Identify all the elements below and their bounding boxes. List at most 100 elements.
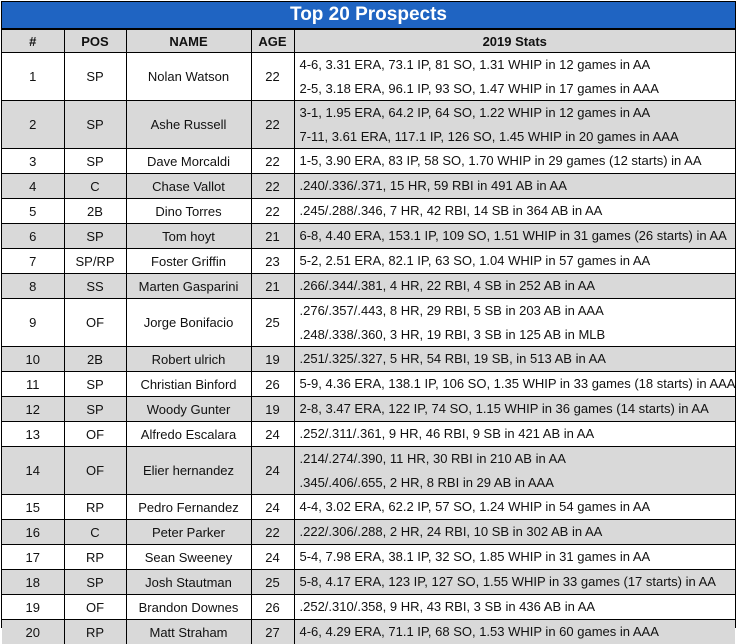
cell-stats: .251/.325/.327, 5 HR, 54 RBI, 19 SB, in … xyxy=(294,347,735,372)
cell-pos: SP xyxy=(64,224,126,249)
cell-pos: SP xyxy=(64,397,126,422)
cell-pos: SS xyxy=(64,274,126,299)
stats-line: 3-1, 1.95 ERA, 64.2 IP, 64 SO, 1.22 WHIP… xyxy=(300,101,736,125)
cell-age: 24 xyxy=(251,495,294,520)
cell-num: 16 xyxy=(2,520,64,545)
cell-age: 25 xyxy=(251,570,294,595)
stats-line: .345/.406/.655, 2 HR, 8 RBI in 29 AB in … xyxy=(300,471,736,495)
cell-num: 19 xyxy=(2,595,64,620)
cell-stats: 4-6, 4.29 ERA, 71.1 IP, 68 SO, 1.53 WHIP… xyxy=(294,620,735,644)
cell-age: 22 xyxy=(251,149,294,174)
cell-name: Dino Torres xyxy=(126,199,251,224)
cell-stats: 3-1, 1.95 ERA, 64.2 IP, 64 SO, 1.22 WHIP… xyxy=(294,101,735,149)
cell-age: 24 xyxy=(251,447,294,495)
cell-pos: RP xyxy=(64,495,126,520)
cell-num: 13 xyxy=(2,422,64,447)
cell-name: Jorge Bonifacio xyxy=(126,299,251,347)
cell-name: Sean Sweeney xyxy=(126,545,251,570)
cell-pos: C xyxy=(64,174,126,199)
cell-pos: OF xyxy=(64,595,126,620)
cell-age: 22 xyxy=(251,199,294,224)
cell-name: Marten Gasparini xyxy=(126,274,251,299)
cell-pos: SP xyxy=(64,570,126,595)
cell-name: Ashe Russell xyxy=(126,101,251,149)
stats-line: 2-5, 3.18 ERA, 96.1 IP, 93 SO, 1.47 WHIP… xyxy=(300,77,736,101)
stats-line: 4-6, 4.29 ERA, 71.1 IP, 68 SO, 1.53 WHIP… xyxy=(300,620,736,644)
cell-age: 27 xyxy=(251,620,294,644)
cell-age: 21 xyxy=(251,274,294,299)
cell-pos: 2B xyxy=(64,347,126,372)
stats-line: 5-9, 4.36 ERA, 138.1 IP, 106 SO, 1.35 WH… xyxy=(300,372,736,396)
cell-num: 7 xyxy=(2,249,64,274)
cell-stats: .245/.288/.346, 7 HR, 42 RBI, 14 SB in 3… xyxy=(294,199,735,224)
stats-line: 5-8, 4.17 ERA, 123 IP, 127 SO, 1.55 WHIP… xyxy=(300,570,736,594)
cell-name: Pedro Fernandez xyxy=(126,495,251,520)
cell-name: Foster Griffin xyxy=(126,249,251,274)
cell-num: 4 xyxy=(2,174,64,199)
cell-num: 6 xyxy=(2,224,64,249)
cell-age: 26 xyxy=(251,595,294,620)
cell-pos: 2B xyxy=(64,199,126,224)
cell-num: 12 xyxy=(2,397,64,422)
cell-stats: 5-9, 4.36 ERA, 138.1 IP, 106 SO, 1.35 WH… xyxy=(294,372,735,397)
cell-age: 22 xyxy=(251,174,294,199)
cell-pos: SP xyxy=(64,53,126,101)
cell-pos: SP xyxy=(64,149,126,174)
cell-age: 22 xyxy=(251,53,294,101)
cell-name: Chase Vallot xyxy=(126,174,251,199)
cell-num: 10 xyxy=(2,347,64,372)
header-stats: 2019 Stats xyxy=(294,30,735,53)
cell-num: 3 xyxy=(2,149,64,174)
cell-pos: OF xyxy=(64,422,126,447)
cell-stats: .276/.357/.443, 8 HR, 29 RBI, 5 SB in 20… xyxy=(294,299,735,347)
cell-age: 22 xyxy=(251,520,294,545)
stats-line: .214/.274/.390, 11 HR, 30 RBI in 210 AB … xyxy=(300,447,736,471)
cell-age: 19 xyxy=(251,347,294,372)
cell-age: 24 xyxy=(251,422,294,447)
stats-line: .245/.288/.346, 7 HR, 42 RBI, 14 SB in 3… xyxy=(300,199,736,223)
cell-name: Robert ulrich xyxy=(126,347,251,372)
cell-num: 1 xyxy=(2,53,64,101)
stats-line: 5-2, 2.51 ERA, 82.1 IP, 63 SO, 1.04 WHIP… xyxy=(300,249,736,273)
cell-stats: 5-8, 4.17 ERA, 123 IP, 127 SO, 1.55 WHIP… xyxy=(294,570,735,595)
cell-stats: .252/.311/.361, 9 HR, 46 RBI, 9 SB in 42… xyxy=(294,422,735,447)
cell-age: 26 xyxy=(251,372,294,397)
cell-name: Tom hoyt xyxy=(126,224,251,249)
cell-age: 24 xyxy=(251,545,294,570)
cell-name: Dave Morcaldi xyxy=(126,149,251,174)
header-row: # POS NAME AGE 2019 Stats xyxy=(2,30,735,53)
cell-stats: 4-6, 3.31 ERA, 73.1 IP, 81 SO, 1.31 WHIP… xyxy=(294,53,735,101)
cell-pos: OF xyxy=(64,447,126,495)
cell-num: 9 xyxy=(2,299,64,347)
stats-line: .248/.338/.360, 3 HR, 19 RBI, 3 SB in 12… xyxy=(300,323,736,347)
sheet-title: Top 20 Prospects xyxy=(2,2,735,29)
cell-stats: .214/.274/.390, 11 HR, 30 RBI in 210 AB … xyxy=(294,447,735,495)
cell-num: 18 xyxy=(2,570,64,595)
cell-stats: .266/.344/.381, 4 HR, 22 RBI, 4 SB in 25… xyxy=(294,274,735,299)
stats-line: 1-5, 3.90 ERA, 83 IP, 58 SO, 1.70 WHIP i… xyxy=(300,149,736,173)
cell-num: 17 xyxy=(2,545,64,570)
cell-pos: SP/RP xyxy=(64,249,126,274)
cell-age: 21 xyxy=(251,224,294,249)
header-age: AGE xyxy=(251,30,294,53)
cell-stats: 5-4, 7.98 ERA, 38.1 IP, 32 SO, 1.85 WHIP… xyxy=(294,545,735,570)
stats-line: .222/.306/.288, 2 HR, 24 RBI, 10 SB in 3… xyxy=(300,520,736,544)
cell-stats: 5-2, 2.51 ERA, 82.1 IP, 63 SO, 1.04 WHIP… xyxy=(294,249,735,274)
cell-stats: 4-4, 3.02 ERA, 62.2 IP, 57 SO, 1.24 WHIP… xyxy=(294,495,735,520)
cell-pos: SP xyxy=(64,372,126,397)
stats-line: .252/.311/.361, 9 HR, 46 RBI, 9 SB in 42… xyxy=(300,422,736,446)
cell-stats: .240/.336/.371, 15 HR, 59 RBI in 491 AB … xyxy=(294,174,735,199)
stats-line: .276/.357/.443, 8 HR, 29 RBI, 5 SB in 20… xyxy=(300,299,736,323)
cell-stats: .252/.310/.358, 9 HR, 43 RBI, 3 SB in 43… xyxy=(294,595,735,620)
